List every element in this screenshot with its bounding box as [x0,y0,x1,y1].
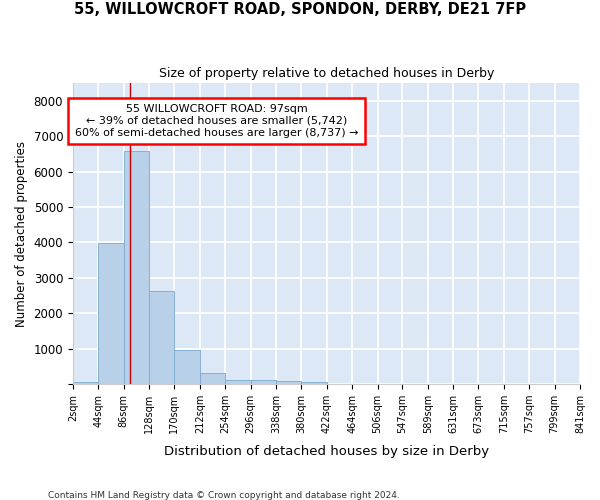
Bar [225,380,251,384]
Text: 55 WILLOWCROFT ROAD: 97sqm  
← 39% of detached houses are smaller (5,742)
60% of: 55 WILLOWCROFT ROAD: 97sqm ← 39% of deta… [75,104,359,138]
Bar [200,373,225,384]
X-axis label: Distribution of detached houses by size in Derby: Distribution of detached houses by size … [164,444,489,458]
Y-axis label: Number of detached properties: Number of detached properties [15,140,28,326]
Bar [124,151,149,384]
Text: Contains HM Land Registry data © Crown copyright and database right 2024.: Contains HM Land Registry data © Crown c… [48,490,400,500]
Bar [98,243,124,384]
Bar [276,382,301,384]
Text: 55, WILLOWCROFT ROAD, SPONDON, DERBY, DE21 7FP: 55, WILLOWCROFT ROAD, SPONDON, DERBY, DE… [74,2,526,18]
Bar [73,382,98,384]
Bar [251,380,276,384]
Bar [149,292,175,384]
Bar [301,382,327,384]
Bar [175,350,200,384]
Title: Size of property relative to detached houses in Derby: Size of property relative to detached ho… [159,68,494,80]
